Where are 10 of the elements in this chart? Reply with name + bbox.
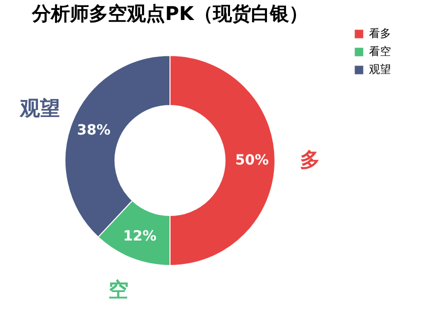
data-label: 38%	[77, 122, 111, 138]
legend-label: 看多	[369, 27, 391, 40]
legend-label: 观望	[369, 63, 391, 76]
text: 观望	[18, 96, 60, 120]
legend-label: 看空	[369, 45, 391, 58]
chart-title: 分析师多空观点PK（现货白银）	[31, 3, 308, 25]
data-label: 50%	[235, 152, 269, 168]
data-label: 12%	[123, 228, 157, 245]
text: 空	[108, 278, 128, 302]
text: 多	[300, 148, 320, 172]
